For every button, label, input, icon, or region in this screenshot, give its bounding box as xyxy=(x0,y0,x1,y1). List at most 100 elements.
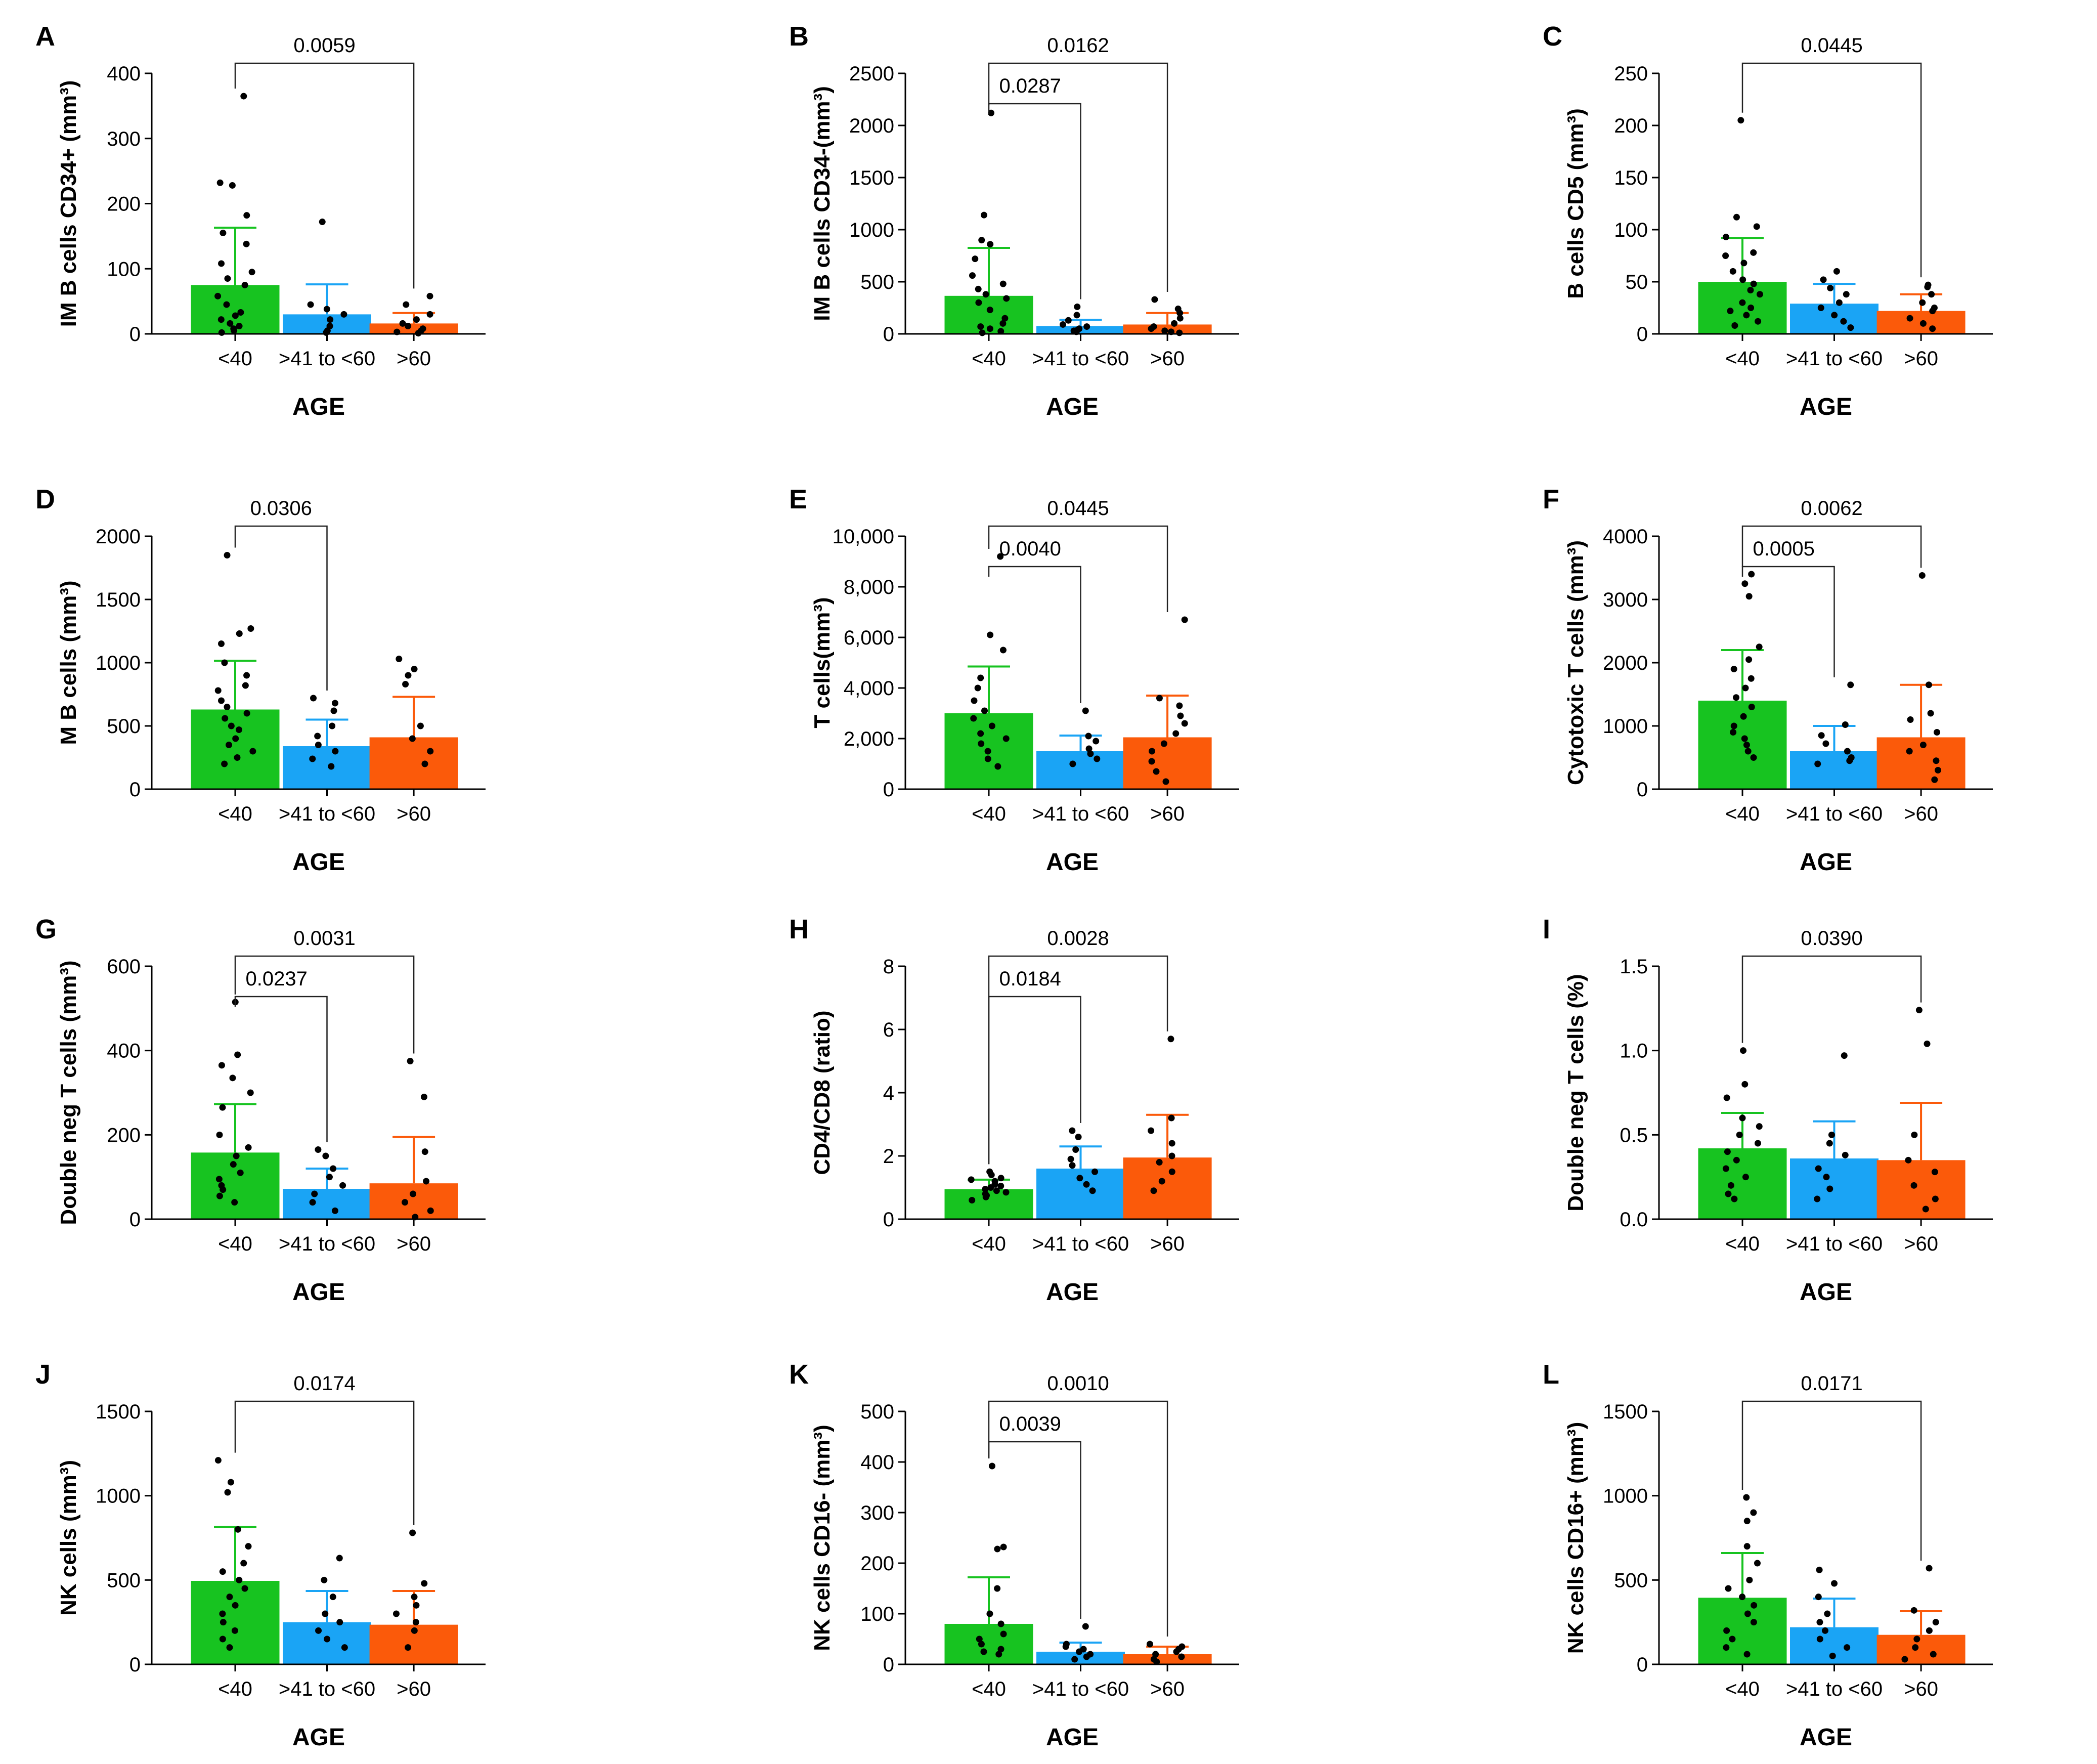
chart-b-point-2-4 xyxy=(1171,320,1178,327)
chart-b-ytick-label-2: 1000 xyxy=(849,219,894,241)
chart-a-point-2-5 xyxy=(405,323,412,330)
chart-h-bar-2 xyxy=(1123,1157,1212,1219)
chart-b-ytick-label-4: 2000 xyxy=(849,115,894,137)
chart-g-point-0-5 xyxy=(219,1104,226,1111)
chart-i-point-1-5 xyxy=(1823,1174,1830,1181)
chart-f-xtick-label-2: >60 xyxy=(1904,803,1938,825)
chart-h-point-2-6 xyxy=(1168,1168,1175,1175)
chart-h-ytick-label-1: 2 xyxy=(883,1145,894,1168)
chart-f-point-1-6 xyxy=(1846,757,1853,764)
chart-f-ytick-label-2: 2000 xyxy=(1603,652,1648,674)
chart-g-ytick-label-1: 200 xyxy=(107,1124,141,1146)
chart-e-point-0-11 xyxy=(978,740,985,747)
chart-j-point-1-0 xyxy=(336,1555,343,1562)
chart-g-point-0-15 xyxy=(231,1199,238,1206)
chart-h-ytick-label-4: 8 xyxy=(883,956,894,978)
chart-d-ytick-label-0: 0 xyxy=(129,779,141,801)
chart-j-point-2-1 xyxy=(421,1580,428,1587)
chart-l-panel-letter: L xyxy=(1543,1359,1559,1390)
chart-j-point-0-11 xyxy=(219,1610,226,1617)
chart-i-ytick-label-2: 1.0 xyxy=(1620,1040,1648,1062)
chart-i-point-0-10 xyxy=(1742,1174,1749,1181)
chart-a: A 0 100 200 300 400 <40 >41 to <60 >60 AGE IM B ce… xyxy=(35,21,486,420)
chart-d-pvalue-0: 0.0306 xyxy=(250,497,312,520)
chart-l-point-1-1 xyxy=(1831,1580,1838,1587)
chart-h-point-1-3 xyxy=(1067,1155,1074,1163)
chart-f-x-axis-title: AGE xyxy=(1800,849,1852,876)
chart-k-point-1-6 xyxy=(1083,1653,1090,1660)
chart-f-point-2-1 xyxy=(1926,681,1933,689)
chart-d-bar-2 xyxy=(369,737,458,789)
chart-c-point-0-3 xyxy=(1722,233,1729,240)
chart-e-point-0-3 xyxy=(977,674,984,681)
chart-j-point-0-12 xyxy=(220,1619,227,1626)
chart-c-point-0-16 xyxy=(1755,318,1762,325)
chart-c-point-1-6 xyxy=(1831,312,1838,319)
chart-j-point-0-8 xyxy=(241,1585,248,1592)
chart-h-point-2-1 xyxy=(1168,1114,1175,1122)
chart-e-point-1-4 xyxy=(1087,750,1094,757)
chart-e-point-2-8 xyxy=(1148,758,1155,765)
chart-i-point-0-0 xyxy=(1740,1047,1747,1054)
chart-h-point-0-3 xyxy=(968,1176,975,1183)
chart-c: C 0 50 100 150 200 250 <40 >41 to <60 >60 AGE B cel… xyxy=(1543,21,1993,420)
chart-b-xtick-label-1: >41 to <60 xyxy=(1032,348,1129,370)
chart-j-bracket-0 xyxy=(234,1400,415,1525)
chart-l-point-2-6 xyxy=(1930,1651,1937,1658)
chart-h-x-axis-title: AGE xyxy=(1046,1279,1099,1306)
chart-h-point-0-8 xyxy=(982,1186,989,1193)
chart-g-point-0-4 xyxy=(247,1089,254,1096)
chart-l-bar-0 xyxy=(1698,1598,1787,1664)
chart-k-y-axis-title: NK cells CD16- (mm³) xyxy=(810,1425,835,1651)
chart-i-point-2-2 xyxy=(1911,1131,1918,1138)
chart-k-point-0-6 xyxy=(1000,1630,1007,1638)
chart-l-point-0-14 xyxy=(1743,1651,1751,1658)
chart-g-point-1-2 xyxy=(330,1165,337,1172)
chart-b-point-2-7 xyxy=(1161,327,1168,334)
chart-l-point-2-1 xyxy=(1910,1607,1917,1614)
chart-b-point-2-9 xyxy=(1176,329,1183,336)
chart-f-point-0-10 xyxy=(1740,713,1747,720)
chart-j-y-axis-title: NK cells (mm³) xyxy=(56,1460,81,1616)
chart-g: G 0 200 400 600 <40 >41 to <60 >60 AGE Double neg… xyxy=(35,914,486,1306)
chart-f-point-1-2 xyxy=(1818,732,1825,739)
chart-l-point-1-6 xyxy=(1816,1636,1823,1643)
chart-f-point-0-3 xyxy=(1756,643,1763,651)
chart-h-point-0-2 xyxy=(997,1175,1004,1182)
chart-d-point-1-3 xyxy=(329,722,336,729)
chart-h-point-2-7 xyxy=(1158,1178,1165,1185)
chart-j-point-0-14 xyxy=(219,1636,226,1643)
chart-i-point-0-4 xyxy=(1756,1123,1763,1130)
chart-a-point-0-19 xyxy=(218,329,225,336)
chart-e-point-0-1 xyxy=(987,631,994,638)
chart-f-point-0-7 xyxy=(1742,684,1749,692)
chart-l-pvalue-0: 0.0171 xyxy=(1801,1372,1862,1395)
chart-j-point-0-3 xyxy=(234,1526,241,1533)
chart-a-ytick-label-4: 400 xyxy=(107,63,141,85)
chart-f-ytick-label-3: 3000 xyxy=(1603,589,1648,611)
chart-g-point-0-2 xyxy=(218,1062,225,1069)
chart-d-point-0-16 xyxy=(249,748,256,755)
chart-e-point-0-5 xyxy=(971,697,978,704)
chart-i-point-1-1 xyxy=(1828,1131,1835,1138)
chart-f-pvalue-0: 0.0005 xyxy=(1753,538,1815,560)
chart-g-ytick-label-3: 600 xyxy=(107,956,141,978)
chart-j-point-2-3 xyxy=(413,1602,420,1609)
chart-h-pvalue-0: 0.0184 xyxy=(999,968,1061,990)
chart-c-point-0-10 xyxy=(1747,286,1754,293)
chart-h-point-1-7 xyxy=(1083,1181,1090,1188)
chart-j-point-1-5 xyxy=(315,1627,322,1634)
chart-e-point-2-2 xyxy=(1176,702,1183,709)
chart-l-ytick-label-0: 0 xyxy=(1637,1654,1648,1676)
chart-a-point-0-6 xyxy=(218,260,225,267)
chart-g-point-1-0 xyxy=(315,1146,322,1153)
chart-l-point-0-3 xyxy=(1743,1543,1751,1550)
chart-e-xtick-label-2: >60 xyxy=(1150,803,1185,825)
chart-j-xtick-label-1: >41 to <60 xyxy=(279,1678,375,1700)
chart-b: B 0 500 1000 1500 2000 2500 <40 >41 to <60 >60 AGE… xyxy=(789,21,1239,420)
chart-f-point-1-0 xyxy=(1847,681,1854,689)
chart-a-ytick-label-3: 300 xyxy=(107,128,141,150)
chart-b-bracket-1 xyxy=(988,62,1168,292)
chart-d-ytick-label-3: 1500 xyxy=(96,589,141,611)
chart-d-point-0-11 xyxy=(222,715,229,722)
